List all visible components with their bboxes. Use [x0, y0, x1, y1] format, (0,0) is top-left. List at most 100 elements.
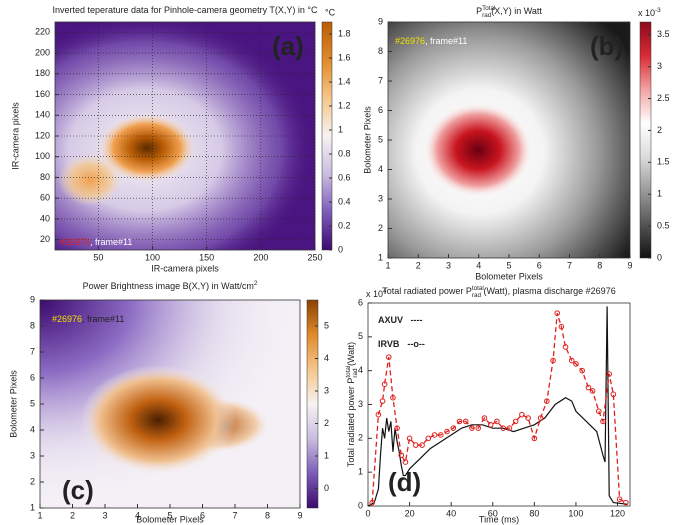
colorbar-label: °C — [325, 7, 336, 17]
data-point — [589, 388, 596, 394]
annotation-part: #26976 — [52, 314, 82, 324]
y-tick-label: 9 — [30, 294, 35, 304]
y-tick-label: 1 — [358, 467, 363, 477]
colorbar-tick-label: 1.4 — [338, 76, 351, 86]
data-point — [494, 418, 500, 425]
colorbar-tick-label: 0.4 — [338, 196, 351, 206]
y-tick-label: 4 — [358, 365, 363, 375]
y-axis-label: Total radiated power Ptotalrad (Watt) — [345, 342, 359, 467]
panel-label: (c) — [62, 475, 94, 505]
x-tick-label: 5 — [167, 510, 172, 520]
y-tick-label: 3 — [358, 399, 363, 409]
x-tick-label: 250 — [307, 252, 322, 262]
x-tick-label: 120 — [610, 508, 625, 518]
y-tick-label: 20 — [40, 234, 50, 244]
data-point — [437, 432, 444, 438]
data-point — [487, 422, 494, 428]
chart-title: Inverted teperature data for Pinhole-cam… — [52, 5, 318, 15]
data-point — [385, 354, 392, 360]
data-point — [531, 435, 538, 442]
y-tick-label: 2 — [358, 433, 363, 443]
colorbar-tick-label: 1.8 — [338, 28, 351, 38]
y-axis-label: Bolometer Pixels — [8, 370, 18, 438]
colorbar-tick-label: 3 — [324, 385, 329, 395]
panel-label: (b) — [590, 31, 623, 61]
colorbar-tick-label: 4 — [324, 353, 329, 363]
x-tick-label: 2 — [416, 260, 421, 270]
colorbar-tick-label: 1.5 — [657, 157, 670, 167]
x-tick-label: 0 — [365, 508, 370, 518]
y-tick-label: 200 — [35, 47, 50, 57]
data-point — [525, 415, 531, 421]
annotation-part: , frame#11 — [425, 36, 467, 46]
x-tick-label: 20 — [405, 508, 415, 518]
x-tick-label: 200 — [253, 252, 268, 262]
y-tick-label: 120 — [35, 130, 50, 140]
data-point — [562, 344, 569, 350]
y-axis-label: Bolometer Pixels — [362, 106, 372, 174]
data-point — [500, 425, 506, 431]
x-tick-label: 50 — [93, 252, 103, 262]
data-point — [519, 411, 525, 418]
annotation: #26976, frame#11 — [395, 36, 467, 46]
y-tick-label: 5 — [358, 331, 363, 341]
data-point — [402, 459, 409, 465]
x-tick-label: 2 — [70, 510, 75, 520]
y-tick-label: 1 — [378, 252, 383, 262]
colorbar-tick-label: 5 — [324, 320, 329, 330]
data-point — [537, 415, 544, 421]
y-tick-label: 5 — [378, 134, 383, 144]
y-multiplier-part: x 10 — [366, 289, 383, 299]
data-point — [379, 398, 386, 404]
x-tick-label: 6 — [200, 510, 205, 520]
colorbar-tick-label: 0 — [657, 252, 662, 262]
colorbar-tick-label: 0 — [324, 483, 329, 493]
colorbar-tick-label: 0 — [338, 244, 343, 254]
annotation-part: , frame#11 — [82, 314, 124, 324]
data-point — [573, 361, 579, 367]
x-axis-label: Time (ms) — [479, 514, 519, 524]
annotation: #26976, frame#11 — [52, 314, 124, 324]
data-point — [394, 425, 400, 431]
x-tick-label: 60 — [488, 508, 498, 518]
data-point — [481, 415, 488, 421]
y-tick-label: 140 — [35, 110, 50, 120]
colorbar — [639, 21, 652, 259]
series-line — [367, 306, 628, 507]
data-point — [616, 496, 623, 503]
y-tick-label: 3 — [378, 193, 383, 203]
data-point — [425, 435, 432, 442]
data-point — [606, 371, 613, 377]
colorbar-multiplier: x 10-3 — [638, 7, 661, 19]
x-tick-label: 7 — [567, 260, 572, 270]
colorbar-tick-label: 2 — [657, 125, 662, 135]
legend-name: IRVB — [378, 339, 400, 349]
y-axis-label-part: total — [345, 366, 352, 378]
x-tick-label: 1 — [37, 510, 42, 520]
data-point — [554, 310, 561, 316]
data-point — [585, 384, 592, 391]
data-point — [623, 499, 629, 506]
chart-title-part: (X,Y) in Watt — [491, 6, 542, 16]
heatmap-image — [388, 22, 630, 258]
x-tick-label: 4 — [476, 260, 481, 270]
y-tick-label: 8 — [30, 320, 35, 330]
y-tick-label: 40 — [40, 213, 50, 223]
y-tick-label: 7 — [30, 346, 35, 356]
chart-title-part: total — [472, 285, 484, 292]
data-point — [381, 381, 388, 388]
colorbar-tick-label: 2 — [324, 418, 329, 428]
panel-label: (a) — [272, 31, 304, 61]
legend-symbol: --o-- — [407, 339, 425, 349]
data-point — [390, 394, 396, 401]
y-tick-label: 2 — [378, 223, 383, 233]
x-tick-label: 5 — [506, 260, 511, 270]
legend-symbol: ---- — [411, 315, 423, 325]
annotation: #26976, frame#11 — [60, 237, 132, 247]
chart-title: PTotal rad(X,Y) in Watt — [476, 5, 542, 19]
panel-label: (d) — [388, 467, 421, 497]
y-tick-label: 7 — [378, 75, 383, 85]
y-tick-label: 5 — [30, 398, 35, 408]
y-tick-label: 8 — [378, 46, 383, 56]
